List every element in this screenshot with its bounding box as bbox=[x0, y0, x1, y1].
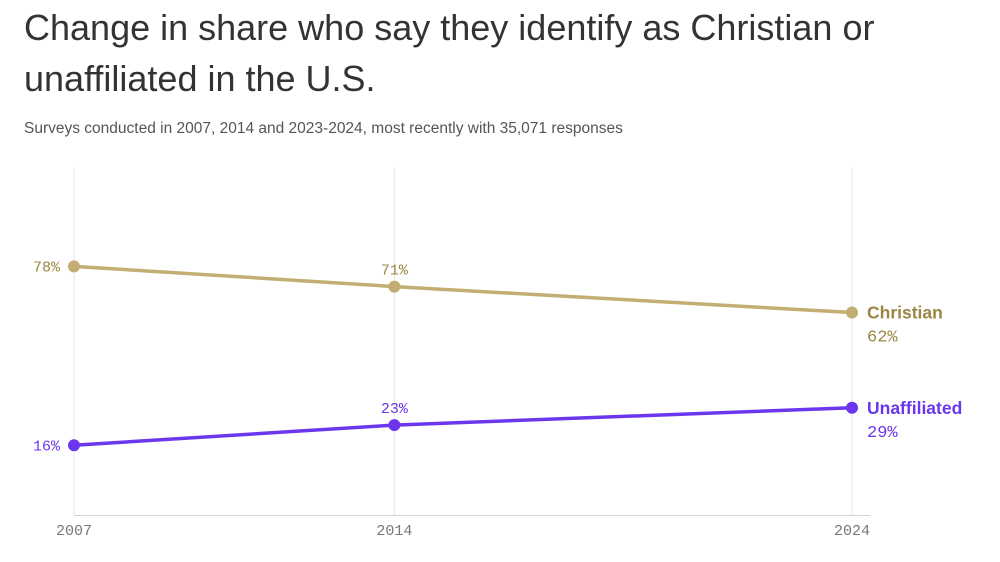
series-name-label: Unaffiliated bbox=[867, 398, 962, 418]
x-tick-label: 2014 bbox=[376, 523, 412, 540]
data-label: 62% bbox=[867, 329, 898, 348]
series-line-unaffiliated bbox=[72, 406, 854, 448]
series-line-christian bbox=[72, 264, 854, 315]
data-label: 16% bbox=[33, 438, 61, 455]
data-point-christian bbox=[68, 260, 80, 273]
data-point-unaffiliated bbox=[68, 439, 80, 452]
data-label: 29% bbox=[867, 424, 898, 443]
chart-title: Change in share who say they identify as… bbox=[24, 7, 875, 99]
data-point-unaffiliated bbox=[388, 419, 401, 432]
data-point-christian bbox=[846, 306, 858, 319]
data-label: 78% bbox=[33, 259, 61, 276]
series-name-label: Christian bbox=[867, 303, 943, 323]
data-point-unaffiliated bbox=[846, 401, 858, 414]
data-label: 71% bbox=[381, 263, 409, 280]
data-label: 23% bbox=[381, 401, 409, 418]
x-tick-label: 2007 bbox=[56, 523, 92, 540]
data-point-christian bbox=[388, 280, 401, 293]
chart-subtitle: Surveys conducted in 2007, 2014 and 2023… bbox=[24, 120, 623, 137]
x-tick-label: 2024 bbox=[834, 523, 870, 540]
